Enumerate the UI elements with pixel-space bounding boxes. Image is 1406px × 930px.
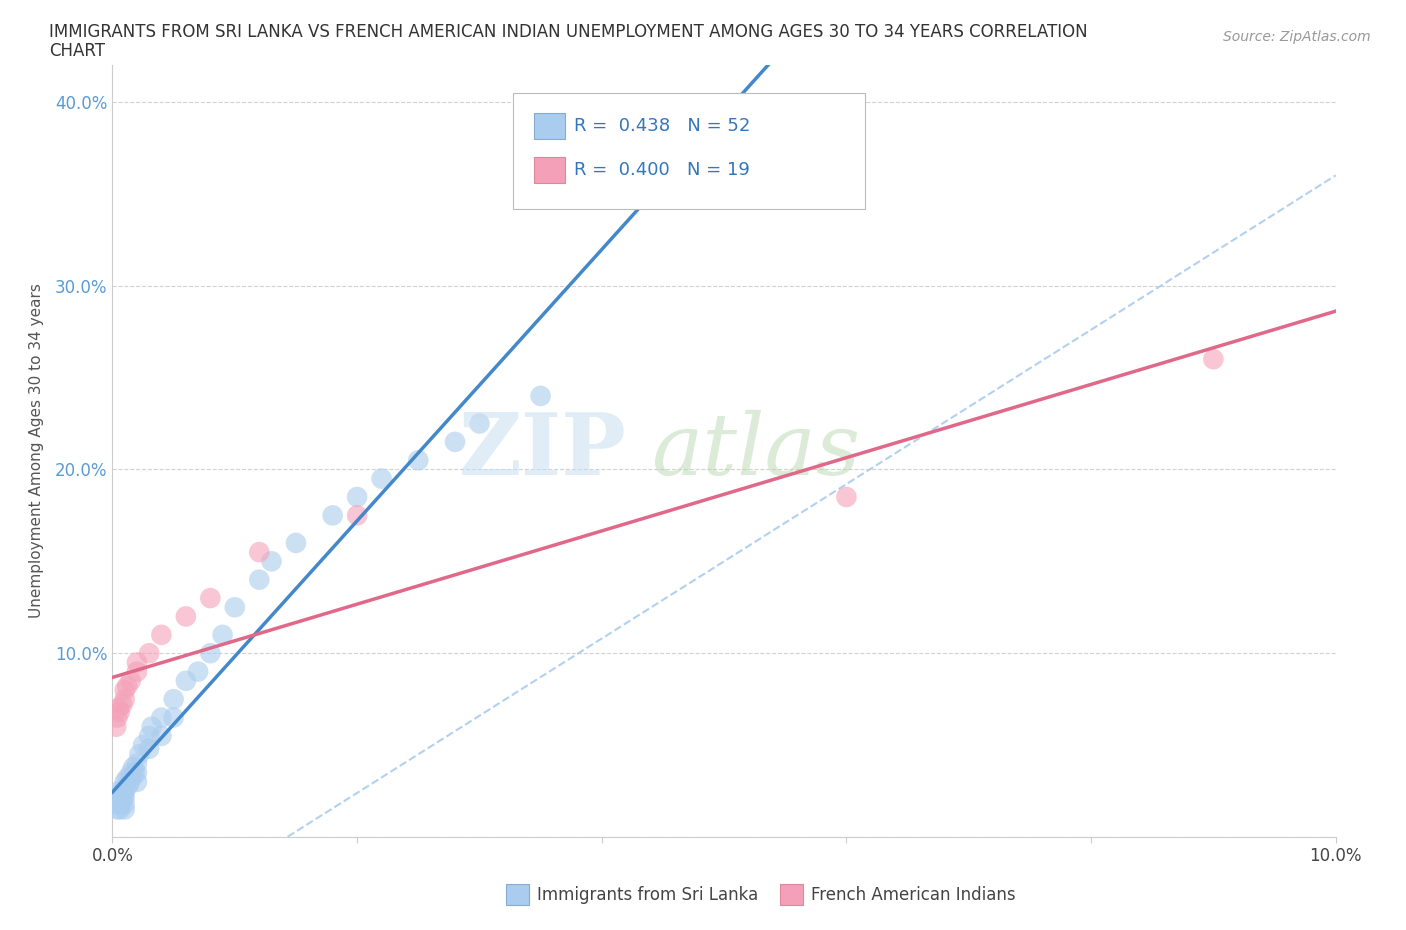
Point bbox=[114, 692, 136, 707]
Point bbox=[174, 609, 197, 624]
Point bbox=[125, 765, 148, 780]
Point bbox=[138, 645, 160, 660]
Point bbox=[284, 536, 308, 551]
Point bbox=[107, 784, 129, 799]
Point bbox=[322, 508, 344, 523]
Point bbox=[114, 796, 136, 811]
Point bbox=[128, 747, 150, 762]
Point bbox=[105, 802, 128, 817]
Point bbox=[105, 711, 128, 725]
Point bbox=[112, 790, 135, 804]
Point bbox=[120, 673, 142, 688]
Point bbox=[111, 784, 134, 799]
Text: Source: ZipAtlas.com: Source: ZipAtlas.com bbox=[1223, 30, 1371, 44]
Y-axis label: Unemployment Among Ages 30 to 34 years: Unemployment Among Ages 30 to 34 years bbox=[30, 284, 44, 618]
Point bbox=[105, 719, 128, 734]
Point bbox=[124, 765, 146, 780]
Point bbox=[211, 628, 233, 643]
Point bbox=[200, 645, 222, 660]
Point bbox=[114, 802, 136, 817]
Text: R =  0.438   N = 52: R = 0.438 N = 52 bbox=[574, 116, 749, 135]
Point bbox=[150, 728, 173, 743]
Point bbox=[247, 572, 270, 587]
Text: atlas: atlas bbox=[651, 410, 860, 492]
Point bbox=[108, 705, 131, 720]
Point bbox=[104, 792, 127, 807]
Point bbox=[163, 711, 186, 725]
Point bbox=[141, 719, 163, 734]
Point bbox=[370, 472, 392, 486]
Point bbox=[200, 591, 222, 605]
Point bbox=[835, 489, 858, 504]
Point bbox=[114, 784, 136, 799]
Point bbox=[138, 728, 160, 743]
Point bbox=[117, 778, 139, 793]
Point bbox=[174, 673, 197, 688]
Point bbox=[114, 683, 136, 698]
Point bbox=[111, 792, 134, 807]
Point bbox=[132, 737, 155, 752]
Point bbox=[125, 664, 148, 679]
Point bbox=[122, 760, 145, 775]
Point bbox=[444, 434, 467, 449]
Point bbox=[346, 489, 368, 504]
Point bbox=[125, 775, 148, 790]
Point bbox=[115, 771, 138, 786]
Point bbox=[530, 389, 553, 404]
Point bbox=[260, 554, 283, 569]
Point bbox=[150, 628, 173, 643]
Point bbox=[107, 701, 129, 716]
Text: ZIP: ZIP bbox=[458, 409, 626, 493]
Point bbox=[118, 775, 141, 790]
Point bbox=[224, 600, 246, 615]
Point bbox=[121, 771, 143, 786]
Point bbox=[1202, 352, 1225, 366]
Point bbox=[110, 790, 132, 804]
Point bbox=[120, 765, 142, 780]
Point bbox=[346, 508, 368, 523]
Point bbox=[187, 664, 209, 679]
Point bbox=[138, 741, 160, 756]
Text: CHART: CHART bbox=[49, 42, 105, 60]
Text: IMMIGRANTS FROM SRI LANKA VS FRENCH AMERICAN INDIAN UNEMPLOYMENT AMONG AGES 30 T: IMMIGRANTS FROM SRI LANKA VS FRENCH AMER… bbox=[49, 23, 1088, 41]
Point bbox=[105, 796, 128, 811]
Text: Immigrants from Sri Lanka: Immigrants from Sri Lanka bbox=[537, 885, 758, 904]
Point bbox=[108, 802, 131, 817]
Point bbox=[107, 796, 129, 811]
Point bbox=[150, 711, 173, 725]
Point bbox=[163, 692, 186, 707]
Point bbox=[108, 792, 131, 807]
Point bbox=[247, 545, 270, 560]
Point bbox=[115, 679, 138, 694]
Point bbox=[114, 775, 136, 790]
Text: R =  0.400   N = 19: R = 0.400 N = 19 bbox=[574, 161, 749, 179]
Point bbox=[111, 698, 134, 712]
Point bbox=[468, 416, 491, 431]
Point bbox=[408, 453, 430, 468]
Point bbox=[125, 655, 148, 670]
Point bbox=[105, 790, 128, 804]
Point bbox=[110, 796, 132, 811]
Point bbox=[125, 756, 148, 771]
Point bbox=[114, 790, 136, 804]
Text: French American Indians: French American Indians bbox=[811, 885, 1017, 904]
